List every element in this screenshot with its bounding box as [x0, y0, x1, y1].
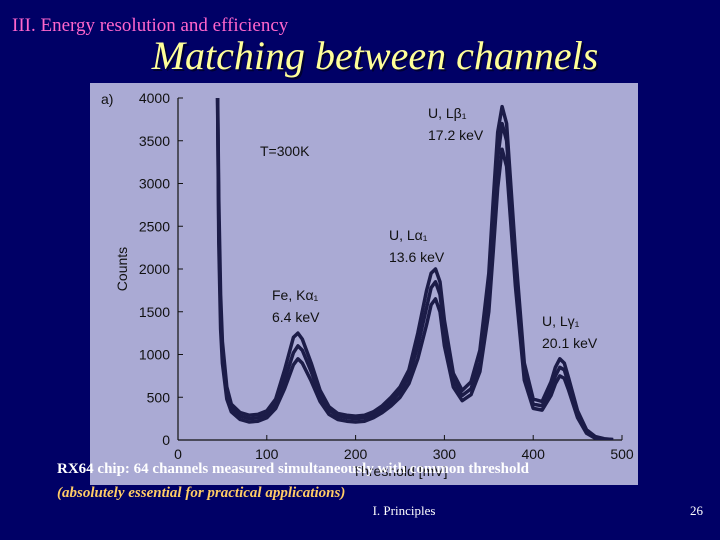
annotation: 20.1 keV — [542, 335, 598, 351]
y-axis-label: Counts — [114, 247, 130, 291]
panel-label: a) — [101, 91, 113, 107]
title-shadow: Matching between channels — [153, 35, 601, 80]
y-tick-label: 2000 — [139, 261, 170, 277]
y-tick-label: 3000 — [139, 176, 170, 192]
annotation: U, Lβ₁ — [428, 105, 467, 121]
y-tick-label: 1000 — [139, 347, 170, 363]
caption-line: RX64 chip: 64 channels measured simultan… — [57, 461, 530, 477]
annotation: 17.2 keV — [428, 127, 484, 143]
x-tick-label: 100 — [255, 446, 279, 462]
chart-background — [90, 83, 638, 485]
channel-curve — [215, 98, 614, 440]
x-tick-label: 0 — [174, 446, 182, 462]
annotation: Fe, Kα₁ — [272, 287, 319, 303]
annotation: 13.6 keV — [389, 249, 445, 265]
footer-text: I. Principles — [373, 503, 436, 518]
slide-title: Matching between channels — [151, 33, 599, 78]
channel-curve — [215, 98, 614, 440]
chart: 0 500 1000 1500 2000 2500 3000 3500 4000 0 100 200 3… — [101, 90, 634, 479]
annotation: U, Lγ₁ — [542, 313, 580, 329]
channel-curve — [215, 98, 614, 440]
page-number: 26 — [690, 503, 704, 518]
y-tick-label: 0 — [162, 432, 170, 448]
section-title: III. Energy resolution and efficiency — [12, 15, 289, 36]
plot-area — [215, 98, 614, 440]
y-tick-label: 2500 — [139, 218, 170, 234]
annotation: T=300K — [260, 143, 310, 159]
annotation: 6.4 keV — [272, 309, 320, 325]
x-axis-label: Threshold [mV] — [353, 463, 448, 479]
x-tick-label: 300 — [433, 446, 457, 462]
x-tick-label: 400 — [522, 446, 546, 462]
y-tick-label: 4000 — [139, 90, 170, 106]
x-tick-label: 500 — [610, 446, 634, 462]
caption-note: (absolutely essential for practical appl… — [57, 485, 345, 501]
annotation: U, Lα₁ — [389, 227, 428, 243]
y-tick-label: 500 — [147, 389, 171, 405]
x-tick-label: 200 — [344, 446, 368, 462]
y-tick-label: 1500 — [139, 304, 170, 320]
y-tick-label: 3500 — [139, 133, 170, 149]
